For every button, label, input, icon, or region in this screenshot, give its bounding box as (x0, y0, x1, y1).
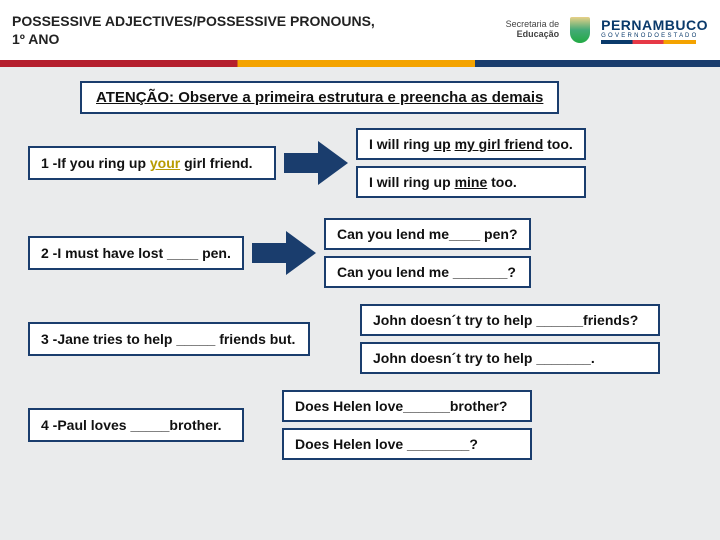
prompt-1-pre: 1 -If you ring up (41, 155, 150, 171)
title-block: POSSESSIVE ADJECTIVES/POSSESSIVE PRONOUN… (12, 12, 506, 48)
header: POSSESSIVE ADJECTIVES/POSSESSIVE PRONOUN… (0, 0, 720, 60)
exercise-row-4: 4 -Paul loves _____brother. Does Helen l… (28, 390, 692, 460)
answer-4b: Does Helen love ________? (282, 428, 532, 460)
pe-logo-bar-icon (601, 40, 696, 44)
color-stripe (0, 60, 720, 67)
answers-col-1: I will ring up my girl friend too. I wil… (356, 128, 586, 198)
attention-box: ATENÇÃO: Observe a primeira estrutura e … (80, 81, 559, 114)
prompt-1-post: girl friend. (180, 155, 252, 171)
pe-logo-subtitle: G O V E R N O D O E S T A D O (601, 33, 697, 39)
answers-col-4: Does Helen love______brother? Does Helen… (282, 390, 532, 460)
arrow-icon (284, 141, 350, 185)
answer-2b: Can you lend me _______? (324, 256, 531, 288)
state-shield-icon (567, 14, 593, 46)
secretaria-educacao-text: Secretaria de Educação (506, 20, 560, 40)
answer-3b: John doesn´t try to help _______. (360, 342, 660, 374)
arrow-icon (252, 231, 318, 275)
answers-col-2: Can you lend me____ pen? Can you lend me… (324, 218, 531, 288)
answer-1b: I will ring up mine too. (356, 166, 586, 198)
slide-title-line1: POSSESSIVE ADJECTIVES/POSSESSIVE PRONOUN… (12, 12, 506, 30)
pe-logo-text: PERNAMBUCO (601, 17, 708, 33)
pernambuco-logo: PERNAMBUCO G O V E R N O D O E S T A D O (601, 17, 708, 44)
answer-3a: John doesn´t try to help ______friends? (360, 304, 660, 336)
prompt-box-1: 1 -If you ring up your girl friend. (28, 146, 276, 180)
prompt-box-4: 4 -Paul loves _____brother. (28, 408, 244, 442)
slide-title-line2: 1º ANO (12, 30, 506, 48)
prompt-box-2: 2 -I must have lost ____ pen. (28, 236, 244, 270)
prompt-1-emph: your (150, 155, 180, 171)
prompt-box-3: 3 -Jane tries to help _____ friends but. (28, 322, 310, 356)
exercise-row-3: 3 -Jane tries to help _____ friends but.… (28, 304, 692, 374)
exercise-row-2: 2 -I must have lost ____ pen. Can you le… (28, 218, 692, 288)
sec-edu-line2: Educação (506, 30, 560, 40)
sec-edu-line1: Secretaria de (506, 19, 560, 29)
answer-2a: Can you lend me____ pen? (324, 218, 531, 250)
answers-col-3: John doesn´t try to help ______friends? … (360, 304, 660, 374)
header-logos: Secretaria de Educação PERNAMBUCO G O V … (506, 14, 708, 46)
answer-1a: I will ring up my girl friend too. (356, 128, 586, 160)
answer-4a: Does Helen love______brother? (282, 390, 532, 422)
exercise-row-1: 1 -If you ring up your girl friend. I wi… (28, 128, 692, 198)
slide-content: ATENÇÃO: Observe a primeira estrutura e … (0, 67, 720, 486)
